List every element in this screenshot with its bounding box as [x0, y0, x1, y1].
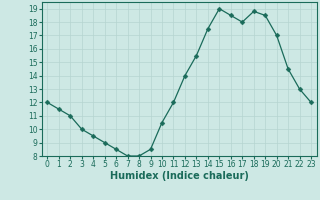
- X-axis label: Humidex (Indice chaleur): Humidex (Indice chaleur): [110, 171, 249, 181]
